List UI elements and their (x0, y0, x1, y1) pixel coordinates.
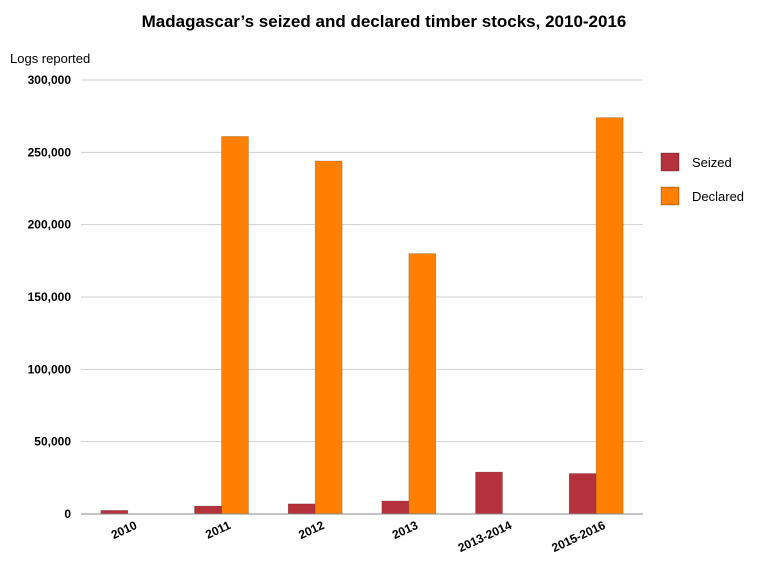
y-tick-label: 150,000 (28, 290, 72, 304)
legend-swatch-seized (660, 152, 680, 172)
x-tick-label: 2010 (109, 518, 139, 542)
y-tick-label: 250,000 (28, 145, 72, 159)
legend: Seized Declared (660, 152, 744, 206)
x-tick-label: 2012 (296, 518, 326, 542)
bar-seized (568, 473, 597, 515)
legend-label-declared: Declared (692, 189, 744, 204)
bar-seized (287, 503, 316, 515)
x-tick-label: 2013 (390, 518, 420, 542)
bar-seized (381, 500, 410, 515)
gridlines (81, 79, 643, 443)
x-tick-label: 2011 (203, 518, 233, 542)
bar-declared (314, 160, 343, 515)
bars (100, 117, 624, 515)
bar-seized (194, 505, 222, 515)
y-tick-label: 50,000 (34, 435, 71, 449)
y-axis-label: Logs reported (10, 51, 90, 66)
x-axis-ticks: 2010 2011 2012 2013 2013-2014 2015-2016 (109, 518, 608, 555)
y-tick-label: 200,000 (28, 218, 72, 232)
x-tick-label: 2015-2016 (550, 518, 608, 555)
y-tick-label: 100,000 (28, 362, 72, 376)
bar-declared (221, 136, 249, 515)
chart-title: Madagascar’s seized and declared timber … (142, 12, 627, 31)
bar-seized (475, 471, 503, 515)
legend-label-seized: Seized (692, 155, 732, 170)
bar-seized (100, 510, 129, 515)
bar-declared (595, 117, 624, 515)
y-axis-ticks: 0 50,000 100,000 150,000 200,000 250,000 300,0… (28, 73, 72, 521)
y-tick-label: 0 (64, 507, 71, 521)
legend-swatch-declared (660, 186, 680, 206)
x-tick-label: 2013-2014 (456, 518, 514, 555)
bar-declared (408, 253, 437, 515)
y-tick-label: 300,000 (28, 73, 72, 87)
